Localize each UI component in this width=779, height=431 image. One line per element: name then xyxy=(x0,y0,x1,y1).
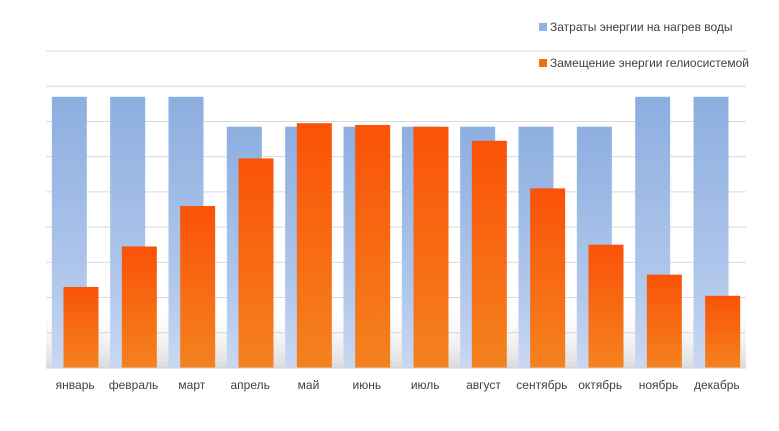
bar-solar-replacement-1 xyxy=(63,286,99,368)
legend-label: Затраты энергии на нагрев воды xyxy=(550,20,733,34)
bar-solar-replacement-11 xyxy=(646,274,682,368)
bar-solar-replacement-10 xyxy=(588,244,624,368)
bar-solar-replacement-9 xyxy=(530,188,566,368)
x-tick-label: январь xyxy=(56,378,95,392)
x-tick-label: сентябрь xyxy=(516,378,567,392)
x-tick-label: апрель xyxy=(230,378,269,392)
bar-solar-replacement-4 xyxy=(238,158,274,368)
bar-solar-replacement-7 xyxy=(413,126,449,368)
floor-shading xyxy=(46,300,746,368)
legend-swatch xyxy=(539,59,547,67)
bar-solar-replacement-5 xyxy=(296,123,332,368)
x-tick-label: март xyxy=(178,378,205,392)
x-tick-label: февраль xyxy=(109,378,159,392)
bar-solar-replacement-8 xyxy=(471,140,507,368)
x-tick-label: июнь xyxy=(353,378,382,392)
bar-solar-replacement-2 xyxy=(121,246,157,368)
x-tick-labels: январь февраль март апрель май июнь июль август… xyxy=(56,378,740,392)
bar-solar-replacement-12 xyxy=(705,295,741,368)
x-tick-label: октябрь xyxy=(578,378,622,392)
x-tick-label: май xyxy=(298,378,320,392)
gridlines xyxy=(46,50,746,334)
x-tick-label: ноябрь xyxy=(639,378,679,392)
legend: Затраты энергии на нагрев воды Замещение … xyxy=(539,20,749,70)
bar-solar-replacement-6 xyxy=(355,124,391,368)
legend-label: Замещение энергии гелиосистемой xyxy=(550,56,749,70)
x-tick-label: август xyxy=(466,378,501,392)
bars xyxy=(51,96,741,369)
bar-solar-replacement-3 xyxy=(180,205,216,368)
legend-swatch xyxy=(539,23,547,31)
x-tick-label: декабрь xyxy=(694,378,740,392)
x-tick-label: июль xyxy=(411,378,440,392)
